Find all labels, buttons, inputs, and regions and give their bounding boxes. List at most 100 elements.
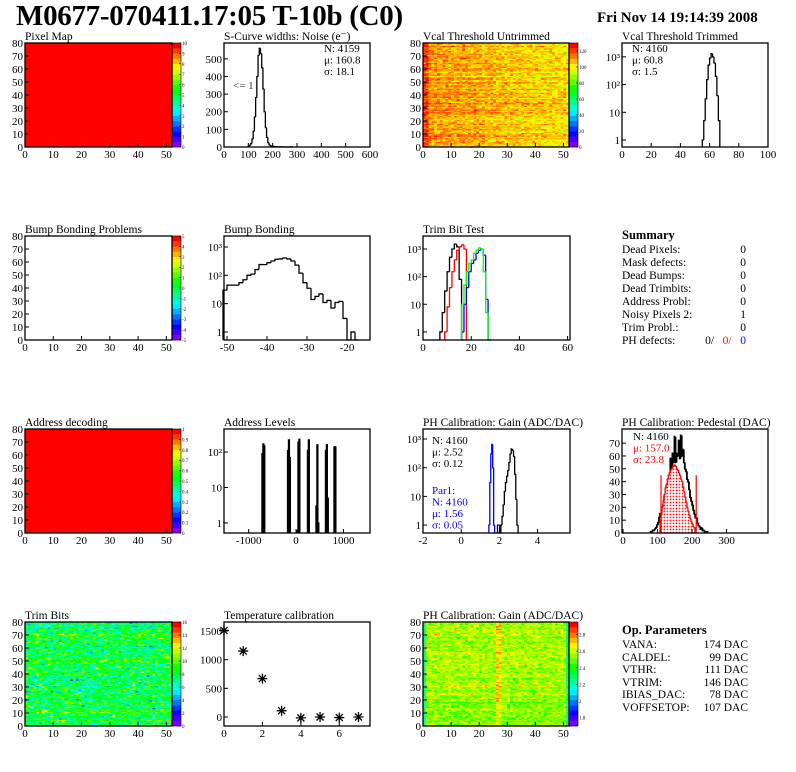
heatmap-cell	[456, 45, 460, 48]
heatmap-cell	[428, 93, 432, 96]
heatmap-cell	[543, 117, 547, 119]
heatmap-cell	[445, 108, 449, 110]
heatmap-cell	[521, 76, 525, 79]
y-tick-label: 10²	[606, 80, 621, 92]
histogram-bin	[713, 56, 716, 64]
heatmap-cell	[490, 48, 494, 50]
heatmap-cell	[423, 95, 427, 97]
heatmap-cell	[504, 50, 508, 53]
heatmap-cell	[535, 132, 539, 135]
heatmap-cell	[507, 45, 511, 48]
heatmap-cell	[496, 71, 500, 74]
heatmap-cell	[465, 80, 469, 83]
heatmap-cell	[493, 85, 497, 88]
heatmap-cell	[552, 137, 556, 140]
heatmap-cell	[467, 136, 472, 139]
heatmap-cell	[563, 74, 567, 76]
heatmap-cell	[560, 63, 564, 66]
heatmap-cell	[563, 97, 567, 100]
heatmap-cell	[484, 61, 488, 63]
heatmap-cell	[524, 110, 528, 113]
heatmap-cell	[540, 131, 545, 133]
heatmap-cell	[532, 119, 536, 122]
heatmap-cell	[453, 67, 457, 70]
heatmap-cell	[465, 76, 469, 79]
heatmap-cell	[476, 65, 480, 67]
heatmap-cell	[498, 89, 502, 92]
heatmap-cell	[490, 76, 494, 79]
heatmap-cell	[540, 102, 545, 105]
heatmap-cell	[434, 54, 438, 57]
heatmap-cell	[540, 124, 545, 127]
heatmap-cell	[498, 144, 502, 146]
palette-level	[569, 131, 578, 137]
heatmap-cell	[515, 128, 519, 131]
heatmap-cell	[465, 141, 469, 144]
heatmap-cell	[496, 75, 500, 78]
heatmap-cell	[451, 137, 455, 140]
heatmap-cell	[434, 71, 438, 74]
heatmap-cell	[535, 98, 539, 101]
heatmap-cell	[467, 143, 472, 145]
heatmap-cell	[496, 95, 500, 97]
heatmap-cell	[445, 76, 449, 79]
heatmap-cell	[540, 141, 545, 144]
heatmap-cell	[431, 91, 435, 93]
heatmap-cell	[493, 113, 497, 115]
heatmap-cell	[540, 65, 545, 67]
heatmap-cell	[425, 105, 429, 107]
heatmap-cell	[549, 48, 553, 50]
heatmap-cell	[535, 75, 539, 78]
heatmap-cell	[538, 43, 542, 45]
heatmap-cell	[453, 70, 457, 72]
heatmap-cell	[543, 65, 547, 67]
plot-frame	[223, 235, 371, 341]
heatmap-cell	[560, 111, 564, 114]
heatmap-cell	[465, 65, 469, 67]
heatmap-cell	[518, 113, 522, 115]
heatmap-cell	[479, 106, 483, 109]
heatmap-cell	[552, 131, 556, 133]
heatmap-cell	[510, 135, 514, 137]
heatmap-cell	[451, 59, 455, 62]
heatmap-cell	[532, 76, 536, 79]
heatmap-cell	[501, 101, 505, 104]
heatmap-cell	[560, 67, 564, 70]
heatmap-cell	[481, 62, 486, 65]
heatmap-cell	[540, 114, 545, 117]
palette-tick-label: 0.4	[182, 490, 189, 495]
heatmap-cell	[498, 134, 502, 136]
heatmap-cell	[467, 121, 472, 123]
heatmap-cell	[535, 104, 539, 106]
heatmap-cell	[496, 56, 500, 58]
heatmap-cell	[462, 49, 466, 52]
heatmap-cell	[543, 84, 547, 87]
heatmap-cell	[451, 143, 455, 145]
y-tick-label: 10³	[407, 434, 422, 446]
heatmap-cell	[479, 111, 483, 114]
heatmap-cell	[526, 50, 530, 53]
heatmap-cell	[459, 141, 463, 144]
heatmap-cell	[434, 72, 438, 75]
heatmap-cell	[470, 52, 474, 54]
heatmap-cell	[549, 136, 553, 139]
palette-level	[172, 527, 181, 534]
heatmap-cell	[518, 141, 522, 144]
heatmap-cell	[563, 48, 567, 50]
heatmap-cell	[423, 57, 427, 59]
heatmap-cell	[501, 117, 505, 119]
heatmap-cell	[501, 96, 505, 98]
heatmap-cell	[498, 93, 502, 96]
heatmap-cell	[543, 108, 547, 110]
heatmap-cell	[487, 88, 491, 91]
histogram-bin	[512, 450, 515, 457]
heatmap-cell	[465, 74, 469, 76]
heatmap-cell	[510, 132, 514, 135]
heatmap-cell	[431, 98, 435, 101]
heatmap-cell	[543, 105, 547, 107]
heatmap-cell	[496, 70, 500, 72]
heatmap-cell	[549, 134, 553, 136]
histogram-bin	[342, 301, 347, 320]
